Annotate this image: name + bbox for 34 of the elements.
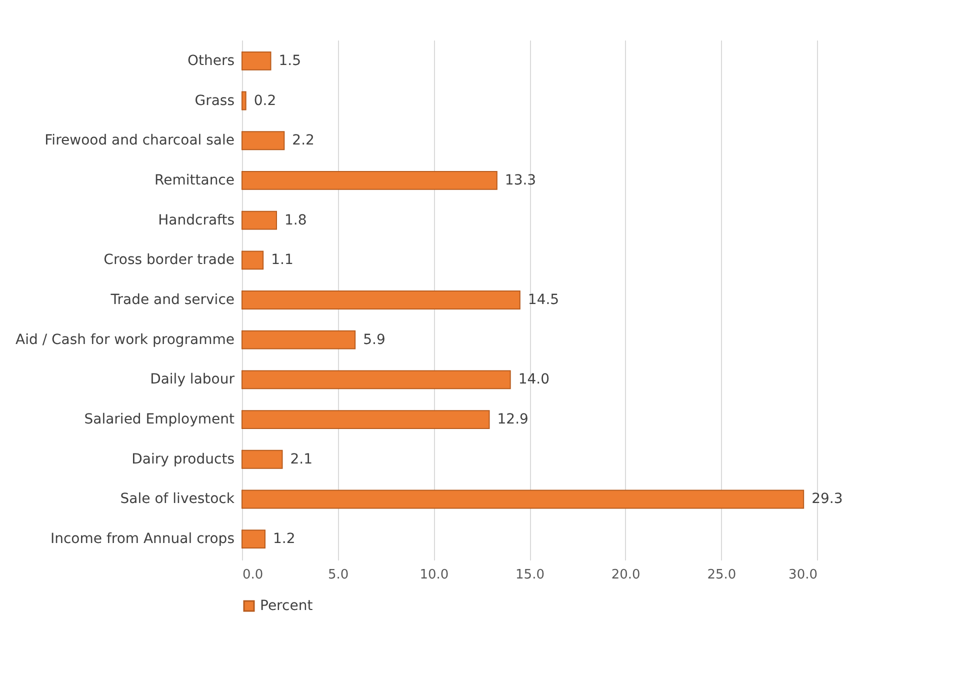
data-label: 1.2 (273, 531, 296, 548)
data-label: 29.3 (812, 491, 843, 508)
y-tick-label: Others (187, 52, 234, 69)
y-tick-label: Income from Annual crops (50, 531, 234, 548)
x-tick-label: 30.0 (788, 568, 818, 582)
data-label: 2.2 (292, 132, 314, 149)
y-tick-label: Sale of livestock (120, 491, 236, 508)
x-tick-label: 0.0 (242, 568, 264, 582)
data-label: 0.2 (254, 92, 276, 109)
legend-label: Percent (260, 598, 314, 614)
x-tick-label: 5.0 (328, 568, 349, 582)
data-label: 12.9 (497, 412, 528, 428)
x-tick-label: 15.0 (516, 568, 544, 582)
data-label: 5.9 (363, 332, 386, 348)
y-tick-label: Daily labour (150, 372, 235, 388)
y-tick-label: Remittance (154, 172, 234, 188)
data-label: 2.1 (290, 451, 313, 468)
y-tick-label: Firewood and charcoal sale (44, 132, 234, 149)
y-tick-label: Salaried Employment (84, 412, 235, 428)
data-label: 14.0 (518, 372, 550, 388)
x-tick-label: 10.0 (420, 568, 449, 582)
data-label: 1.5 (278, 52, 302, 69)
data-label: 1.8 (284, 212, 307, 228)
x-tick-label: 20.0 (611, 568, 640, 582)
y-tick-label: Cross border trade (104, 252, 234, 268)
data-label: 1.1 (271, 252, 294, 268)
y-tick-label: Dairy products (132, 451, 234, 468)
y-tick-label: Aid / Cash for work programme (16, 332, 234, 348)
x-tick-label: 25.0 (707, 568, 736, 582)
y-tick-label: Handcrafts (158, 212, 234, 228)
y-tick-label: Trade and service (110, 292, 234, 308)
data-label: 13.3 (504, 172, 536, 188)
data-label: 14.5 (528, 292, 560, 308)
y-tick-label: Grass (194, 92, 234, 109)
